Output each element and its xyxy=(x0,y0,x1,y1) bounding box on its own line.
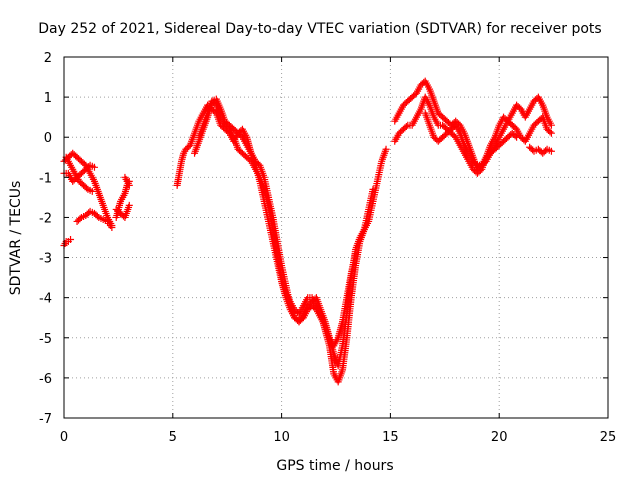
x-tick-label: 5 xyxy=(169,430,177,445)
x-tick-label: 25 xyxy=(600,430,617,445)
data-point-marker xyxy=(402,123,410,131)
y-tick-label: -4 xyxy=(39,292,52,307)
y-tick-label: -6 xyxy=(39,372,52,387)
data-point-marker xyxy=(76,215,84,223)
data-point-marker xyxy=(90,163,98,171)
y-tick-label: -3 xyxy=(39,252,52,267)
data-point-marker xyxy=(88,187,96,195)
data-point-marker xyxy=(513,133,521,141)
data-point-marker xyxy=(511,132,519,140)
chart-title: Day 252 of 2021, Sidereal Day-to-day VTE… xyxy=(38,21,601,37)
y-tick-label: -5 xyxy=(39,332,52,347)
data-point-marker xyxy=(352,250,360,258)
data-point-marker xyxy=(547,147,555,155)
data-point-marker xyxy=(125,181,133,189)
data-point-marker xyxy=(125,201,133,209)
x-tick-label: 15 xyxy=(382,430,399,445)
plot-frame xyxy=(63,56,609,419)
x-axis-label: GPS time / hours xyxy=(276,458,393,474)
y-tick-label: -7 xyxy=(39,412,52,427)
data-point-marker xyxy=(108,223,116,231)
x-tick-label: 10 xyxy=(273,430,290,445)
data-point-marker xyxy=(369,185,377,193)
data-point-marker xyxy=(67,236,75,244)
y-axis-label: SDTVAR / TECUs xyxy=(8,181,24,296)
data-point-marker xyxy=(82,184,90,192)
data-point-marker xyxy=(547,129,555,137)
y-tick-label: 1 xyxy=(44,91,52,106)
data-point-marker xyxy=(472,160,480,168)
data-point-marker xyxy=(93,212,101,220)
y-tick-label: -2 xyxy=(39,211,52,226)
y-tick-label: 2 xyxy=(44,51,52,66)
y-tick-label: 0 xyxy=(44,131,52,146)
y-tick-label: -1 xyxy=(39,171,52,186)
data-point-marker xyxy=(382,145,390,153)
data-markers xyxy=(60,77,555,386)
data-point-marker xyxy=(546,128,554,136)
x-tick-label: 20 xyxy=(491,430,508,445)
x-tick-label: 0 xyxy=(60,430,68,445)
